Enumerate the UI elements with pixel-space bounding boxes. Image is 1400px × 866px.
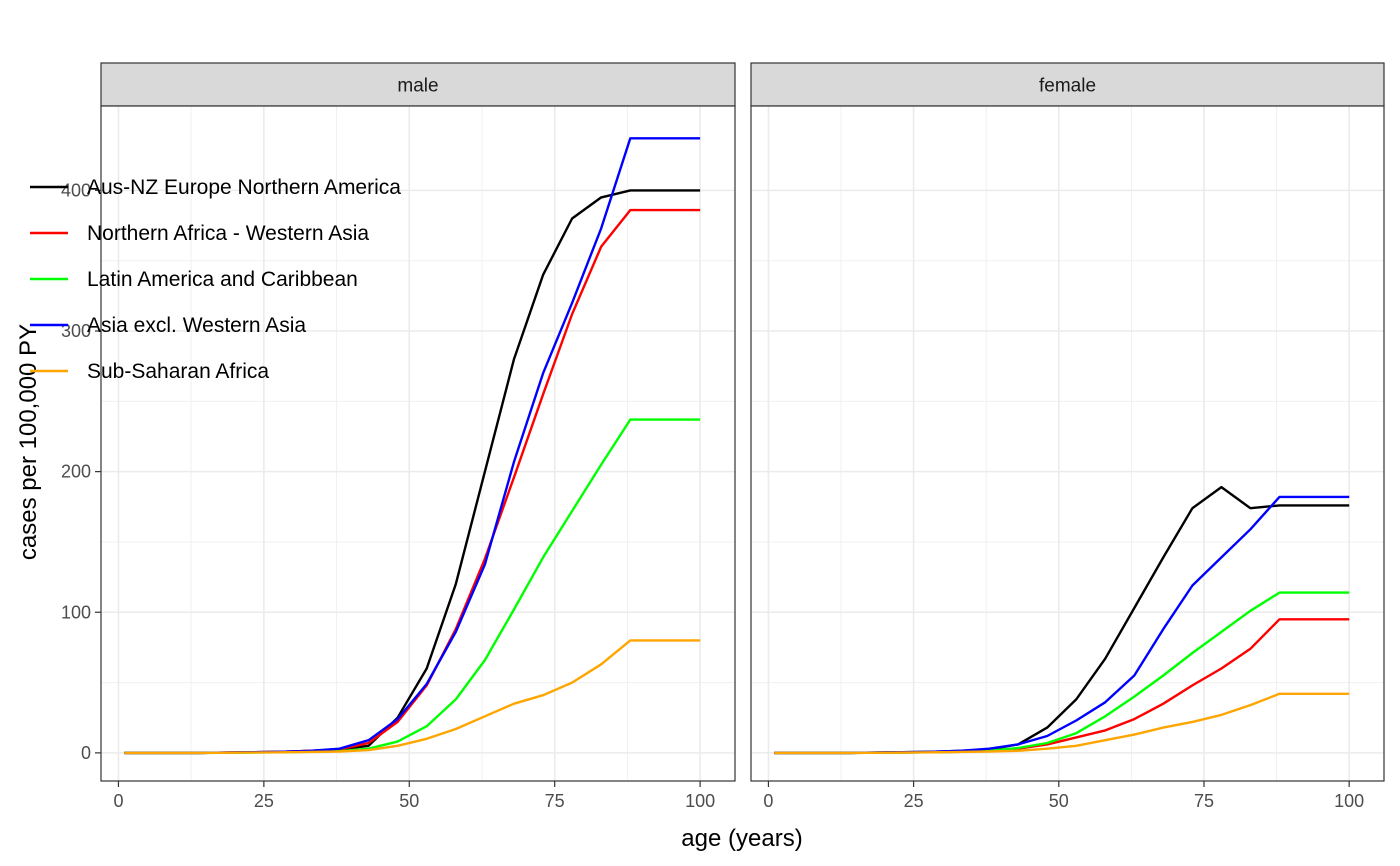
axes: cases per 100,000 PY age (years): [15, 324, 803, 852]
legend-item: Sub-Saharan Africa: [30, 360, 269, 383]
x-tick-label: 50: [1049, 791, 1069, 811]
y-axis: 0 100 200 300 400: [61, 180, 101, 763]
plot-background: [101, 106, 735, 781]
x-tick-label: 0: [113, 791, 123, 811]
series-lines: [774, 485, 1350, 755]
series-line-4: [124, 639, 701, 755]
x-tick-label: 100: [1334, 791, 1364, 811]
panel-border: [100, 105, 736, 782]
legend: Aus-NZ Europe Northern America Northern A…: [30, 176, 401, 383]
y-axis-title: cases per 100,000 PY: [15, 324, 42, 560]
series-lines: [124, 137, 701, 755]
facet-strip-label: female: [1039, 76, 1096, 97]
facet-strip-label: male: [397, 76, 438, 97]
facet-strip: [100, 62, 736, 107]
x-axis: 0 25 50 75 100: [113, 781, 715, 811]
legend-label: Sub-Saharan Africa: [87, 360, 269, 383]
legend-label: Northern Africa - Western Asia: [87, 222, 369, 245]
legend-item: Asia excl. Western Asia: [30, 314, 306, 337]
series-line-4: [774, 692, 1350, 755]
panel-border: [750, 105, 1385, 782]
gridlines: [751, 106, 1384, 781]
y-tick-label: 300: [61, 321, 91, 341]
x-tick-label: 25: [254, 791, 274, 811]
facet-strip: [750, 62, 1385, 107]
x-tick-label: 0: [763, 791, 773, 811]
x-axis: 0 25 50 75 100: [763, 781, 1364, 811]
facet-panel-female: female 0 25 50 75 100: [750, 62, 1385, 811]
legend-item: Aus-NZ Europe Northern America: [30, 176, 401, 199]
y-tick-label: 100: [61, 602, 91, 622]
x-tick-label: 100: [685, 791, 715, 811]
x-tick-label: 75: [545, 791, 565, 811]
x-axis-title: age (years): [681, 825, 802, 852]
legend-label: Latin America and Caribbean: [87, 268, 358, 291]
y-tick-label: 400: [61, 180, 91, 200]
x-tick-label: 75: [1194, 791, 1214, 811]
x-tick-label: 50: [399, 791, 419, 811]
legend-item: Latin America and Caribbean: [30, 268, 358, 291]
legend-item: Northern Africa - Western Asia: [30, 222, 369, 245]
legend-label: Aus-NZ Europe Northern America: [87, 176, 401, 199]
x-tick-label: 25: [904, 791, 924, 811]
panels: male 0 25 50 75 100 0 100 200 300 400 female 0 25 50 75…: [61, 62, 1385, 811]
legend-label: Asia excl. Western Asia: [87, 314, 306, 337]
facet-panel-male: male 0 25 50 75 100 0 100 200 300 400: [61, 62, 736, 811]
y-tick-label: 0: [81, 743, 91, 763]
plot-background: [751, 106, 1384, 781]
y-tick-label: 200: [61, 462, 91, 482]
